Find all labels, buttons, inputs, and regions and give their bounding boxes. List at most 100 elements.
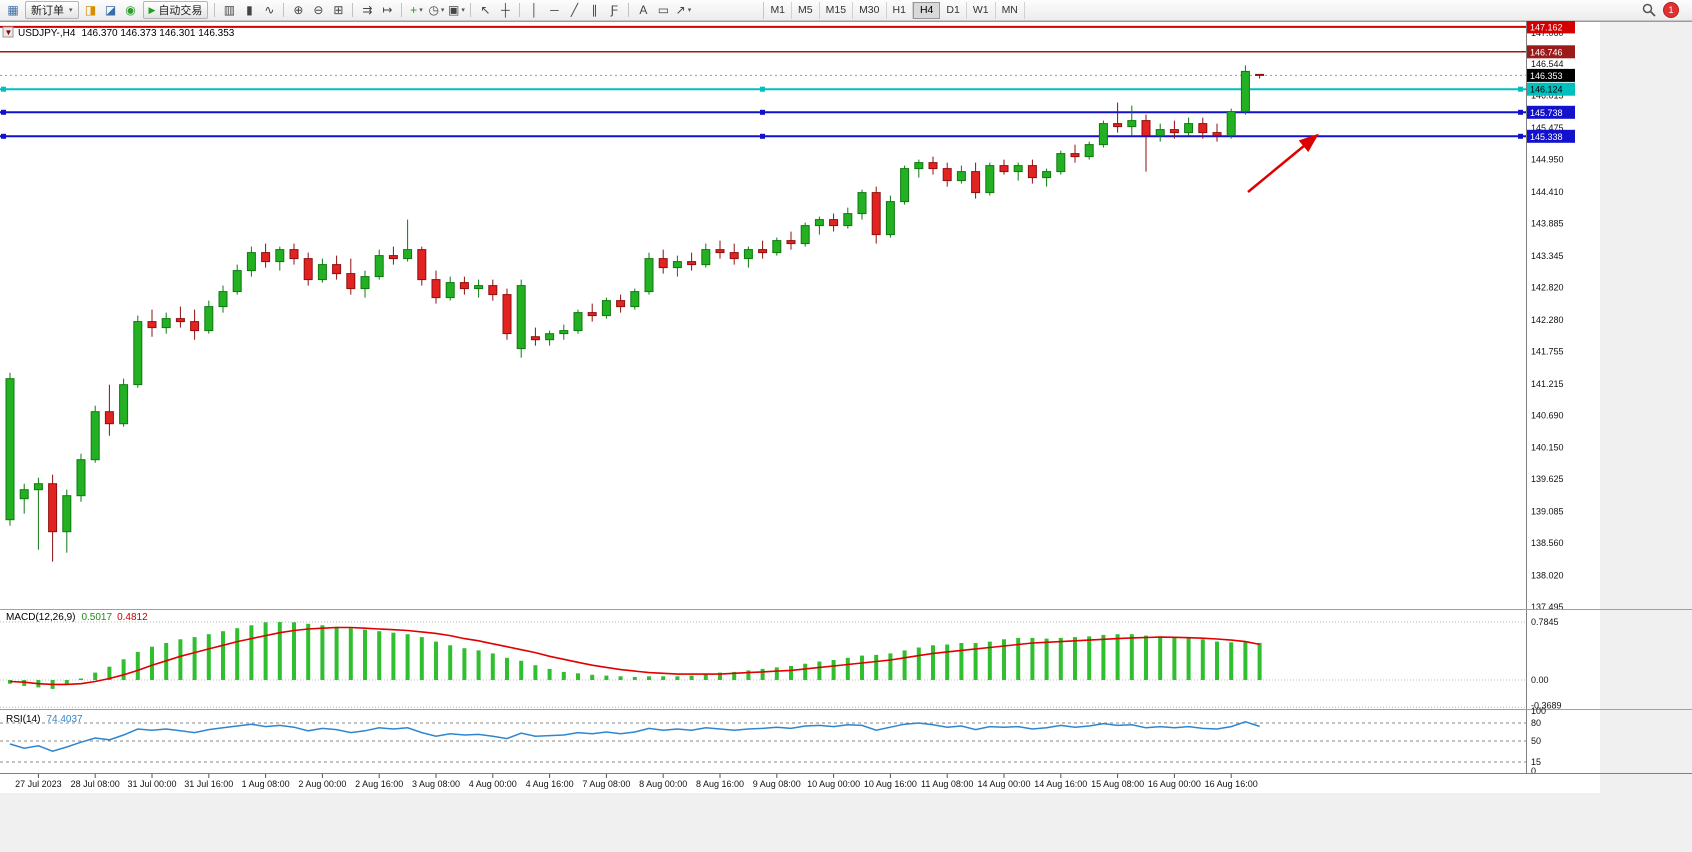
timeframe-w1[interactable]: W1 bbox=[967, 1, 996, 19]
horizontal-line-146-124[interactable]: 146.124 bbox=[0, 82, 1575, 96]
candle-body bbox=[545, 333, 555, 341]
price-tick: 142.820 bbox=[1531, 282, 1564, 292]
cursor-icon[interactable]: ↖ bbox=[480, 3, 491, 17]
trendline-icon[interactable]: ╱ bbox=[570, 3, 579, 17]
macd-label: MACD(12,26,9) bbox=[6, 612, 75, 623]
line-handle[interactable] bbox=[760, 86, 765, 92]
line-handle[interactable] bbox=[760, 133, 765, 139]
caret-down-icon: ▾ bbox=[687, 7, 692, 14]
candle-body bbox=[317, 264, 327, 281]
macd-histogram-bar bbox=[348, 628, 353, 680]
zoom-out-icon[interactable]: ⊖ bbox=[313, 3, 324, 17]
line-handle[interactable] bbox=[1, 109, 6, 115]
time-label: 11 Aug 08:00 bbox=[921, 779, 973, 789]
indicators-icon[interactable]: + ▾ bbox=[410, 3, 423, 17]
search-icon[interactable] bbox=[1642, 3, 1656, 17]
macd-histogram-bar bbox=[178, 639, 183, 680]
horizontal-line-147-162[interactable]: 147.162 bbox=[0, 21, 1575, 34]
time-label: 3 Aug 08:00 bbox=[412, 779, 460, 789]
candle-body bbox=[715, 249, 725, 254]
macd-histogram-bar bbox=[448, 645, 453, 680]
timeframe-d1[interactable]: D1 bbox=[940, 1, 967, 19]
timeframe-m15[interactable]: M15 bbox=[820, 1, 854, 19]
candle-body bbox=[19, 489, 29, 500]
toolbar-separator bbox=[352, 3, 354, 17]
new-order-button[interactable]: 新订单 ▾ bbox=[25, 1, 79, 19]
horizontal-line-146-746[interactable]: 146.746 bbox=[0, 45, 1575, 59]
timeframe-h4[interactable]: H4 bbox=[912, 1, 941, 19]
price-tick: 146.544 bbox=[1531, 59, 1564, 69]
navigator-icon[interactable]: ◪ bbox=[104, 3, 117, 17]
time-label: 27 Jul 2023 bbox=[15, 779, 62, 789]
candle-body bbox=[672, 261, 682, 269]
line-handle[interactable] bbox=[1, 86, 6, 92]
price-tick: 138.560 bbox=[1531, 538, 1564, 548]
macd-histogram-bar bbox=[462, 648, 467, 680]
horizontal-line-icon[interactable]: ─ bbox=[550, 3, 559, 17]
candle-body bbox=[928, 162, 938, 170]
candle-body bbox=[289, 249, 299, 260]
price-tick: 140.150 bbox=[1531, 443, 1564, 453]
macd-histogram-bar bbox=[519, 660, 524, 680]
chart-shift-icon[interactable]: ↦ bbox=[382, 3, 393, 17]
candle-body bbox=[1070, 153, 1080, 158]
line-handle[interactable] bbox=[1518, 109, 1523, 115]
timeframe-mn[interactable]: MN bbox=[996, 1, 1025, 19]
macd-histogram-bar bbox=[1200, 639, 1205, 680]
price-tick: 141.215 bbox=[1531, 379, 1564, 389]
notification-badge[interactable]: 1 bbox=[1663, 2, 1679, 18]
candle-body bbox=[885, 201, 895, 236]
zoom-in-icon[interactable]: ⊕ bbox=[293, 3, 304, 17]
line-handle[interactable] bbox=[1, 133, 6, 139]
timeframe-m1[interactable]: M1 bbox=[764, 1, 793, 19]
candle-body bbox=[573, 312, 583, 332]
arrows-icon[interactable]: ↗ ▾ bbox=[675, 3, 692, 17]
candle-body bbox=[374, 255, 384, 278]
candle-body bbox=[488, 285, 498, 296]
macd-histogram-bar bbox=[1229, 642, 1234, 680]
macd-histogram-bar bbox=[718, 672, 722, 680]
community-icon[interactable]: ◉ bbox=[125, 3, 136, 17]
candle-body bbox=[1113, 123, 1123, 128]
crosshair-icon[interactable]: ┼ bbox=[501, 3, 510, 17]
candle-body bbox=[62, 495, 72, 533]
macd-histogram-bar bbox=[1087, 636, 1092, 680]
chart-window-icon[interactable]: ▦ bbox=[7, 3, 19, 17]
text-icon[interactable]: A bbox=[639, 3, 648, 17]
candlestick-chart-icon[interactable]: ▮ bbox=[246, 3, 253, 17]
timeframe-m5[interactable]: M5 bbox=[792, 1, 820, 19]
arrow-annotation[interactable] bbox=[1247, 133, 1319, 193]
text-label-icon[interactable]: ▭ bbox=[657, 3, 670, 17]
candle-body bbox=[261, 252, 271, 263]
macd-histogram-bar bbox=[831, 660, 836, 680]
horizontal-line-145-338[interactable]: 145.338 bbox=[0, 129, 1575, 143]
macd-histogram-bar bbox=[221, 631, 225, 680]
candle-body bbox=[33, 483, 43, 491]
candle-body bbox=[275, 249, 285, 263]
line-handle[interactable] bbox=[1518, 86, 1523, 92]
periods-icon[interactable]: ◷ ▾ bbox=[428, 3, 445, 17]
autotrade-button[interactable]: ▶ 自动交易 bbox=[142, 1, 209, 19]
new-order-button-label: 新订单 bbox=[31, 5, 64, 17]
bar-chart-icon[interactable]: ▥ bbox=[223, 3, 236, 17]
toolbar-separator bbox=[283, 3, 285, 17]
macd-histogram-bar bbox=[419, 637, 424, 680]
auto-scroll-icon[interactable]: ⇉ bbox=[362, 3, 373, 17]
fibonacci-icon[interactable]: Ƒ bbox=[610, 3, 619, 17]
chart-collapse-button[interactable] bbox=[2, 26, 14, 38]
line-handle[interactable] bbox=[760, 109, 765, 115]
candle-body bbox=[814, 219, 824, 227]
vertical-line-icon[interactable]: │ bbox=[530, 3, 539, 17]
tile-windows-icon[interactable]: ⊞ bbox=[333, 3, 344, 17]
chart-title-symbol: USDJPY-,H4 bbox=[18, 28, 76, 39]
horizontal-line-145-738[interactable]: 145.738 bbox=[0, 105, 1575, 119]
macd-histogram-bar bbox=[604, 675, 609, 680]
line-handle[interactable] bbox=[1518, 133, 1523, 139]
templates-icon[interactable]: ▣ ▾ bbox=[448, 3, 465, 17]
timeframe-m30[interactable]: M30 bbox=[853, 1, 887, 19]
candle-body bbox=[516, 285, 526, 350]
equidistant-channel-icon[interactable]: ∥ bbox=[591, 3, 598, 17]
line-chart-icon[interactable]: ∿ bbox=[264, 3, 275, 17]
timeframe-h1[interactable]: H1 bbox=[887, 1, 913, 19]
market-watch-icon[interactable]: ◨ bbox=[84, 3, 97, 17]
